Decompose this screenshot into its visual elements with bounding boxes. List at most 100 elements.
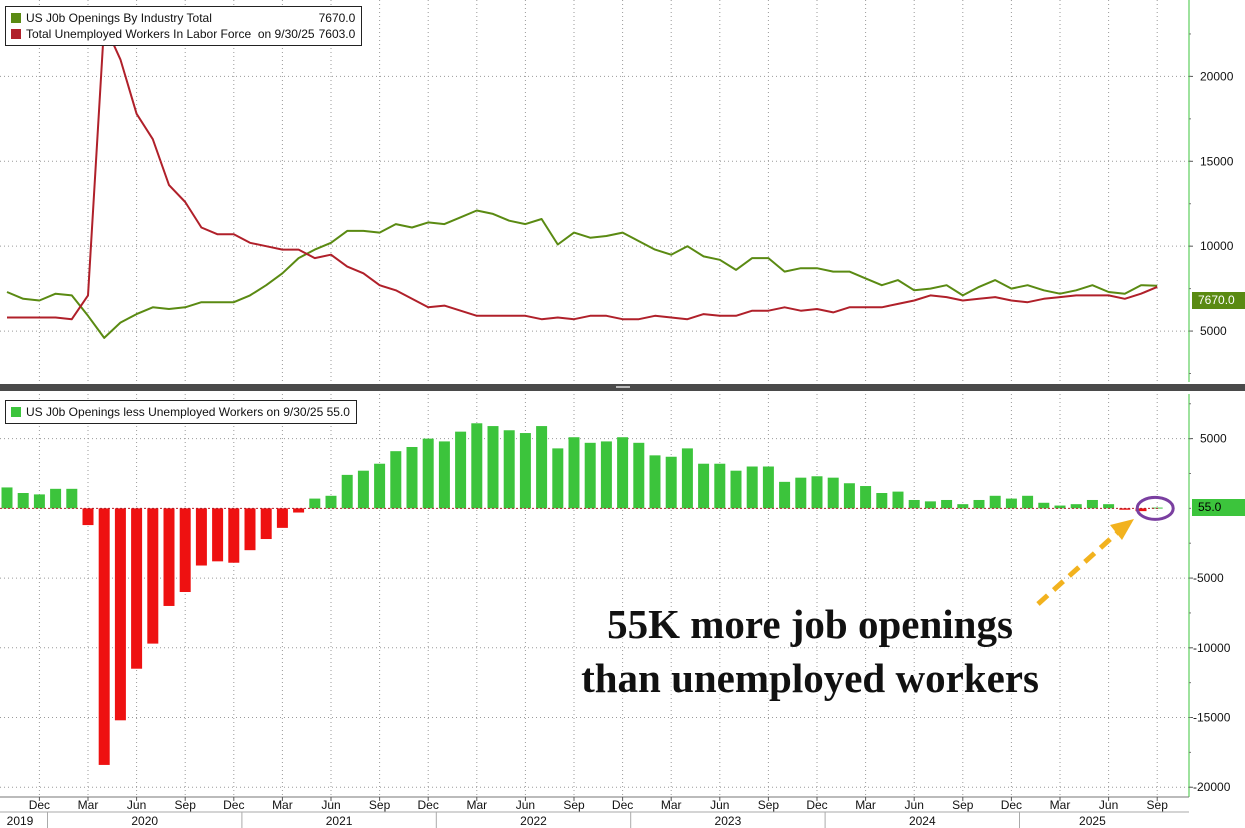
bar-2021-03	[276, 508, 288, 528]
y-tick-label-bottom: -15000	[1193, 711, 1231, 725]
legend-label-openings: US J0b Openings By Industry Total	[26, 11, 212, 25]
x-year-label: 2022	[520, 814, 547, 828]
bar-2023-08	[746, 466, 758, 509]
bar-2024-05	[892, 491, 904, 509]
legend-item-difference: US J0b Openings less Unemployed Workers …	[11, 404, 350, 420]
legend-value-unemployed: 7603.0	[318, 27, 356, 41]
bar-2022-02	[455, 431, 467, 509]
x-year-label: 2021	[326, 814, 353, 828]
bar-2025-01	[1022, 495, 1034, 509]
bar-2021-07	[341, 474, 353, 509]
bar-2023-09	[762, 466, 774, 509]
x-tick-label: Jun	[905, 798, 924, 812]
bar-2024-01	[827, 477, 839, 509]
x-tick-label: Sep	[1147, 798, 1169, 812]
x-year-label: 2024	[909, 814, 936, 828]
x-tick-label: Dec	[418, 798, 439, 812]
x-year-label: 2025	[1079, 814, 1106, 828]
bar-2022-07	[536, 426, 548, 509]
bar-2024-08	[941, 499, 953, 509]
legend-swatch-difference	[11, 407, 21, 417]
divider-handle	[616, 386, 630, 388]
bar-2024-02	[843, 483, 855, 509]
x-tick-label: Dec	[806, 798, 827, 812]
bar-2023-02	[649, 455, 661, 509]
bar-2020-01	[50, 488, 62, 509]
bar-2023-11	[795, 477, 807, 509]
y-tick-label-bottom: 5000	[1200, 432, 1227, 446]
bar-2025-04	[1070, 504, 1082, 509]
bar-2023-03	[665, 456, 677, 509]
legend-label-difference: US J0b Openings less Unemployed Workers …	[26, 405, 350, 419]
x-tick-label: Sep	[952, 798, 974, 812]
bar-2024-10	[973, 499, 985, 509]
bar-2022-08	[552, 448, 564, 509]
bar-2019-12	[33, 494, 45, 509]
x-tick-label: Mar	[855, 798, 876, 812]
bar-2021-12	[422, 438, 434, 509]
bar-2023-05	[698, 463, 710, 509]
bar-2022-05	[503, 430, 515, 509]
bar-2024-04	[876, 493, 888, 509]
line-unemployed	[7, 22, 1158, 321]
y-tick-label-top: 15000	[1200, 154, 1234, 168]
bar-2025-06	[1103, 504, 1115, 509]
x-tick-label: Dec	[29, 798, 50, 812]
bar-2024-11	[989, 495, 1001, 509]
bar-2022-10	[584, 442, 596, 509]
bar-2021-01	[244, 508, 256, 551]
x-tick-label: Sep	[758, 798, 780, 812]
legend-label-unemployed: Total Unemployed Workers In Labor Force …	[26, 27, 315, 41]
legend-swatch-openings	[11, 13, 21, 23]
bar-2020-09	[179, 508, 191, 593]
annotation-arrow-shaft	[1036, 531, 1119, 606]
annotation-graphics	[1036, 495, 1175, 606]
x-tick-label: Jun	[321, 798, 340, 812]
y-tick-label-bottom: -5000	[1193, 571, 1224, 585]
top-legend: US J0b Openings By Industry Total 7670.0…	[5, 6, 363, 46]
x-tick-label: Jun	[1099, 798, 1118, 812]
bar-2020-06	[131, 508, 143, 669]
y-tick-label-bottom: -10000	[1193, 641, 1231, 655]
bar-2019-11	[17, 493, 29, 509]
annotation-line-2: than unemployed workers	[581, 655, 1039, 701]
x-tick-label: Dec	[612, 798, 633, 812]
bottom-legend: US J0b Openings less Unemployed Workers …	[5, 400, 357, 424]
last-value-tag-openings: 7670.0	[1192, 292, 1245, 309]
last-value-tag-difference: 55.0	[1192, 499, 1245, 516]
x-tick-label: Sep	[369, 798, 391, 812]
x-year-label: 2020	[131, 814, 158, 828]
bar-2023-04	[681, 448, 693, 509]
bar-2021-02	[260, 508, 272, 540]
bar-2024-09	[957, 504, 969, 509]
bar-2020-10	[195, 508, 207, 566]
bar-2022-01	[438, 441, 450, 509]
highlight-circle	[1135, 495, 1175, 521]
legend-value-openings: 7670.0	[318, 11, 356, 25]
annotation-arrow-head	[1110, 519, 1134, 540]
bar-2023-06	[714, 463, 726, 509]
y-tick-label-top: 5000	[1200, 324, 1227, 338]
bar-2022-06	[519, 433, 531, 509]
bar-2022-03	[471, 423, 483, 509]
x-tick-label: Jun	[127, 798, 146, 812]
y-tick-label-bottom: -20000	[1193, 780, 1231, 794]
bar-2020-05	[114, 508, 126, 721]
bar-2024-03	[860, 486, 872, 509]
bar-2021-08	[357, 470, 369, 509]
bar-2024-12	[1005, 498, 1017, 509]
bar-2021-09	[374, 463, 386, 509]
x-tick-label: Jun	[516, 798, 535, 812]
bar-2024-06	[908, 499, 920, 509]
x-tick-label: Mar	[466, 798, 487, 812]
y-tick-label-top: 10000	[1200, 239, 1234, 253]
bar-2025-03	[1054, 505, 1066, 509]
bar-2020-03	[82, 508, 94, 526]
bar-2024-07	[924, 501, 936, 509]
bar-2021-04	[293, 508, 305, 513]
bar-2021-11	[406, 446, 418, 509]
bar-2020-11	[212, 508, 224, 562]
bar-2023-07	[730, 470, 742, 509]
x-tick-label: Mar	[272, 798, 293, 812]
